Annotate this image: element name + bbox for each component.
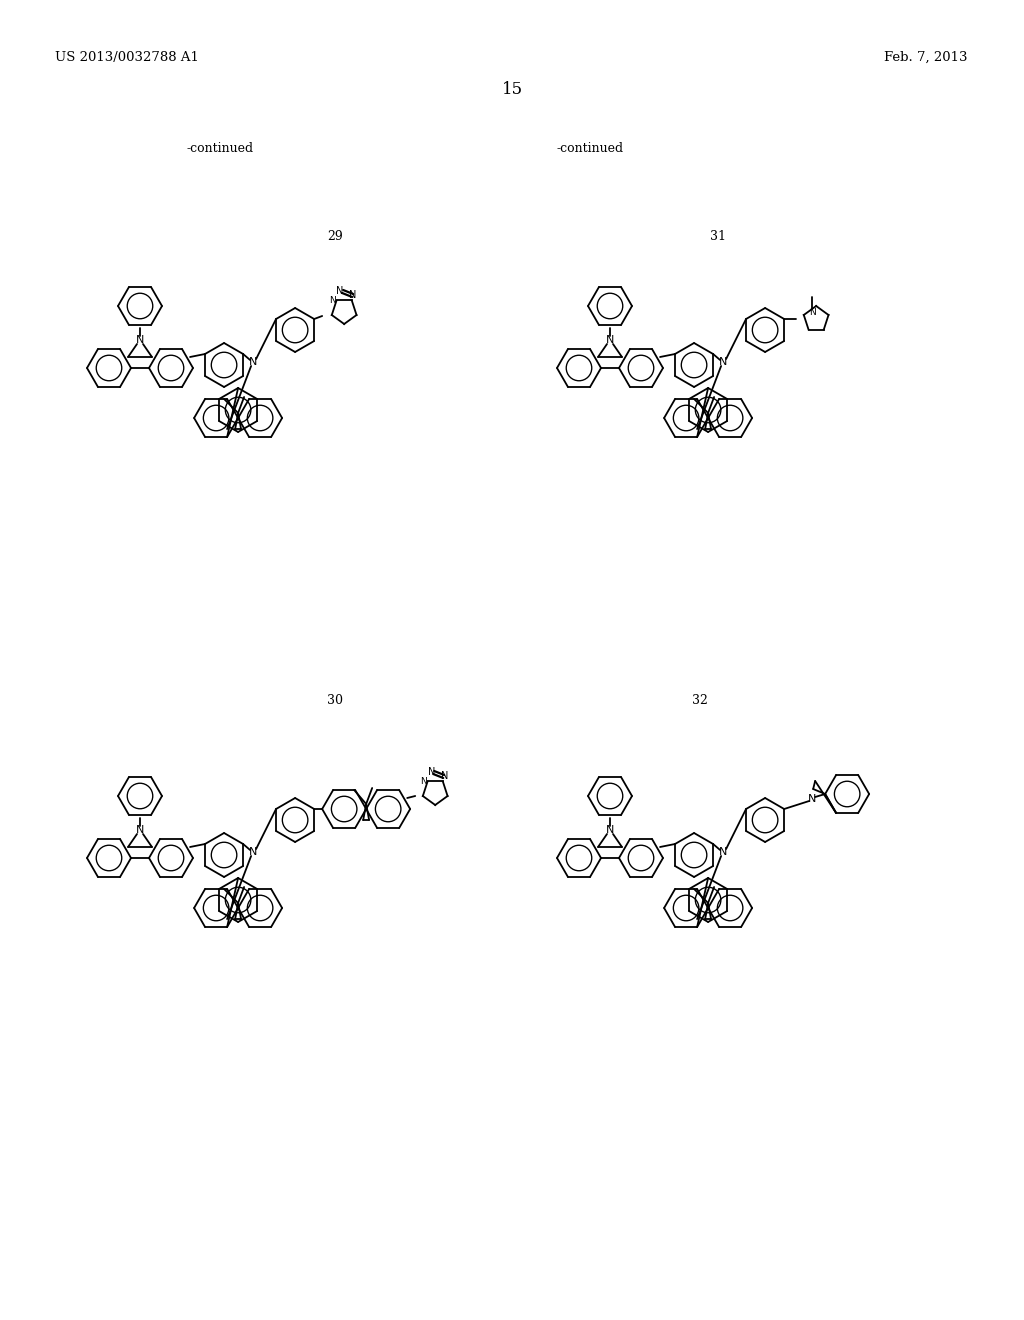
Text: N: N: [606, 825, 614, 836]
Text: N: N: [349, 290, 356, 300]
Text: -continued: -continued: [556, 141, 624, 154]
Text: 29: 29: [327, 231, 343, 243]
Text: 15: 15: [502, 82, 522, 99]
Text: N: N: [337, 286, 344, 296]
Text: N: N: [136, 825, 144, 836]
Text: N: N: [249, 847, 257, 857]
Text: N: N: [329, 296, 336, 305]
Text: N: N: [428, 767, 435, 777]
Text: 32: 32: [692, 693, 708, 706]
Text: -continued: -continued: [186, 141, 254, 154]
Text: N: N: [719, 356, 727, 367]
Text: N: N: [808, 795, 816, 804]
Text: N: N: [809, 308, 816, 317]
Text: 30: 30: [327, 693, 343, 706]
Text: 31: 31: [710, 231, 726, 243]
Text: N: N: [249, 356, 257, 367]
Text: Feb. 7, 2013: Feb. 7, 2013: [885, 50, 968, 63]
Text: N: N: [420, 777, 427, 785]
Text: N: N: [606, 335, 614, 345]
Text: N: N: [719, 847, 727, 857]
Text: N: N: [136, 335, 144, 345]
Text: US 2013/0032788 A1: US 2013/0032788 A1: [55, 50, 199, 63]
Text: N: N: [440, 771, 447, 781]
